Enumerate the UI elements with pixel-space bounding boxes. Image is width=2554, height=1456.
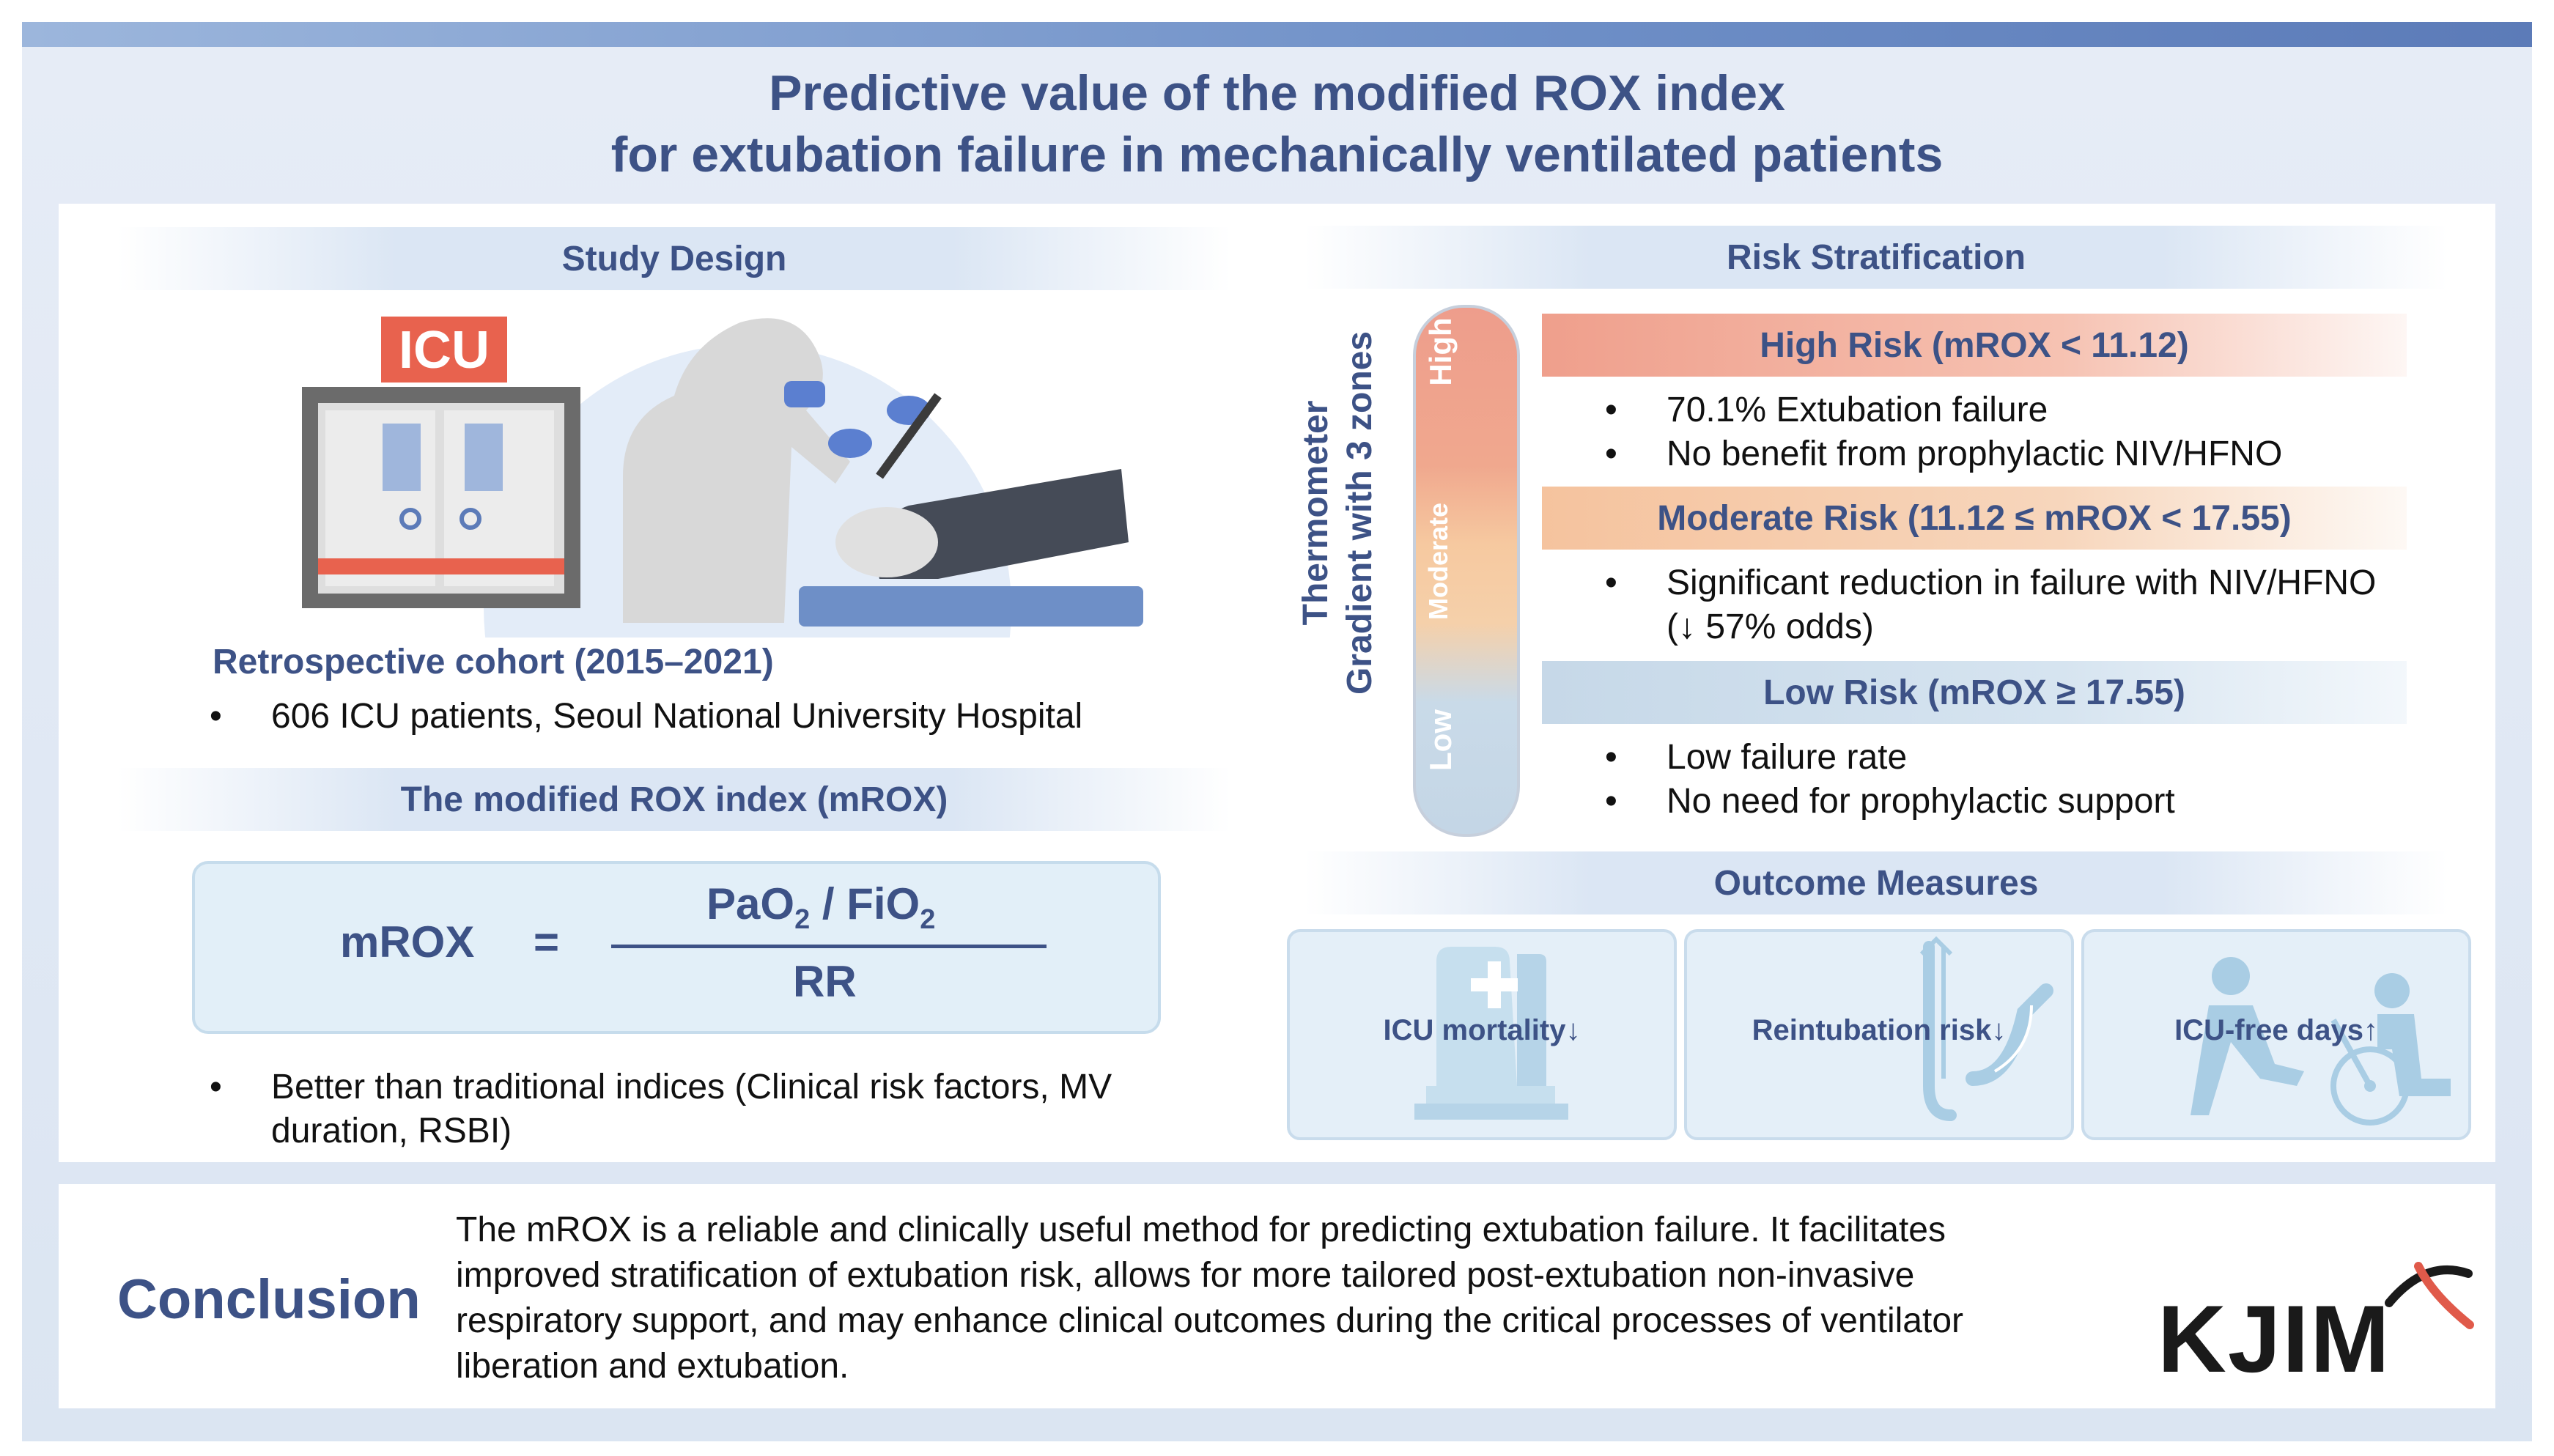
icu-illustration: ICU xyxy=(302,317,1143,638)
formula-denominator: RR xyxy=(793,957,857,1006)
thermometer-caption-line2: Gradient with 3 zones xyxy=(1340,330,1379,695)
thermometer xyxy=(1413,305,1520,837)
formula-equals: = xyxy=(534,917,560,967)
outcome-label-reintubation: Reintubation risk↓ xyxy=(1752,1014,2007,1046)
conclusion-panel xyxy=(59,1184,2495,1408)
low-risk-bar: Low Risk (mROX ≥ 17.55) xyxy=(1542,661,2407,724)
bed xyxy=(799,586,1143,627)
conclusion-heading: Conclusion xyxy=(117,1268,421,1331)
bullet-dot: • xyxy=(1605,435,1617,473)
title-line-2: for extubation failure in mechanically v… xyxy=(610,127,1944,182)
fraction-line xyxy=(611,945,1047,948)
high-risk-bullet-1: 70.1% Extubation failure xyxy=(1667,391,2048,429)
title-line-1: Predictive value of the modified ROX ind… xyxy=(769,65,1785,121)
bullet-patients-text: 606 ICU patients, Seoul National Univers… xyxy=(271,697,1083,736)
cohort-label: Retrospective cohort (2015–2021) xyxy=(213,643,774,681)
thermometer-caption-line1: Thermometer xyxy=(1296,400,1335,626)
conclusion-text: The mROX is a reliable and clinically us… xyxy=(456,1211,1964,1386)
patient-figure xyxy=(876,469,1129,579)
bullet-dot: • xyxy=(1605,782,1617,821)
low-risk-bullet-1: Low failure rate xyxy=(1667,738,1908,777)
endotracheal-tube-icon xyxy=(1919,936,2053,1121)
icu-sign-text: ICU xyxy=(399,321,490,380)
kjim-logo-mark xyxy=(2385,1262,2474,1329)
bullet-dot: • xyxy=(1605,563,1617,602)
formula-lhs: mROX xyxy=(340,917,475,967)
study-design-heading: Study Design xyxy=(117,227,1231,290)
formula-numerator: PaO2 / FiO2 xyxy=(706,879,936,935)
outcome-label-icu-free-days: ICU-free days↑ xyxy=(2174,1014,2378,1046)
high-risk-bar: High Risk (mROX < 11.12) xyxy=(1542,314,2407,377)
bullet-dot: • xyxy=(210,1068,222,1106)
risk-heading: Risk Stratification xyxy=(1304,226,2448,289)
bullet-better-line1: Better than traditional indices (Clinica… xyxy=(271,1068,1112,1106)
bullet-dot: • xyxy=(1605,391,1617,429)
icu-sign xyxy=(381,317,507,383)
bullet-better-line2: duration, RSBI) xyxy=(271,1112,512,1150)
low-risk-bullet-2: No need for prophylactic support xyxy=(1667,782,2175,821)
moderate-risk-bar: Moderate Risk (11.12 ≤ mROX < 17.55) xyxy=(1542,487,2407,550)
zone-high-label: High xyxy=(1423,317,1458,386)
tombstone-icon xyxy=(1414,947,1568,1120)
outcome-label-mortality: ICU mortality↓ xyxy=(1383,1014,1581,1046)
bullet-dot: • xyxy=(210,697,222,736)
moderate-risk-bullet-1-cont: (↓ 57% odds) xyxy=(1667,607,1874,646)
zone-moderate-label: Moderate xyxy=(1423,502,1453,621)
formula-box: mROX = PaO2 / FiO2 RR xyxy=(192,861,1161,1034)
moderate-risk-bullet-1: Significant reduction in failure with NI… xyxy=(1667,563,2377,602)
top-accent-bar xyxy=(22,22,2532,47)
outcome-card-reintubation: Reintubation risk↓ xyxy=(1684,929,2074,1140)
outcome-card-mortality: ICU mortality↓ xyxy=(1287,929,1677,1140)
outcomes-heading: Outcome Measures xyxy=(1304,851,2448,914)
outcome-card-icu-free-days: ICU-free days↑ xyxy=(2081,929,2471,1140)
mrox-heading: The modified ROX index (mROX) xyxy=(117,768,1231,831)
thermometer-caption: Thermometer Gradient with 3 zones xyxy=(1294,300,1382,725)
zone-low-label: Low xyxy=(1423,709,1458,771)
wheelchair-icon xyxy=(2191,957,2451,1126)
kjim-logo: KJIM xyxy=(2158,1285,2391,1392)
high-risk-bullet-2: No benefit from prophylactic NIV/HFNO xyxy=(1667,435,2283,473)
bullet-dot: • xyxy=(1605,738,1617,777)
laryngoscope xyxy=(876,393,942,479)
